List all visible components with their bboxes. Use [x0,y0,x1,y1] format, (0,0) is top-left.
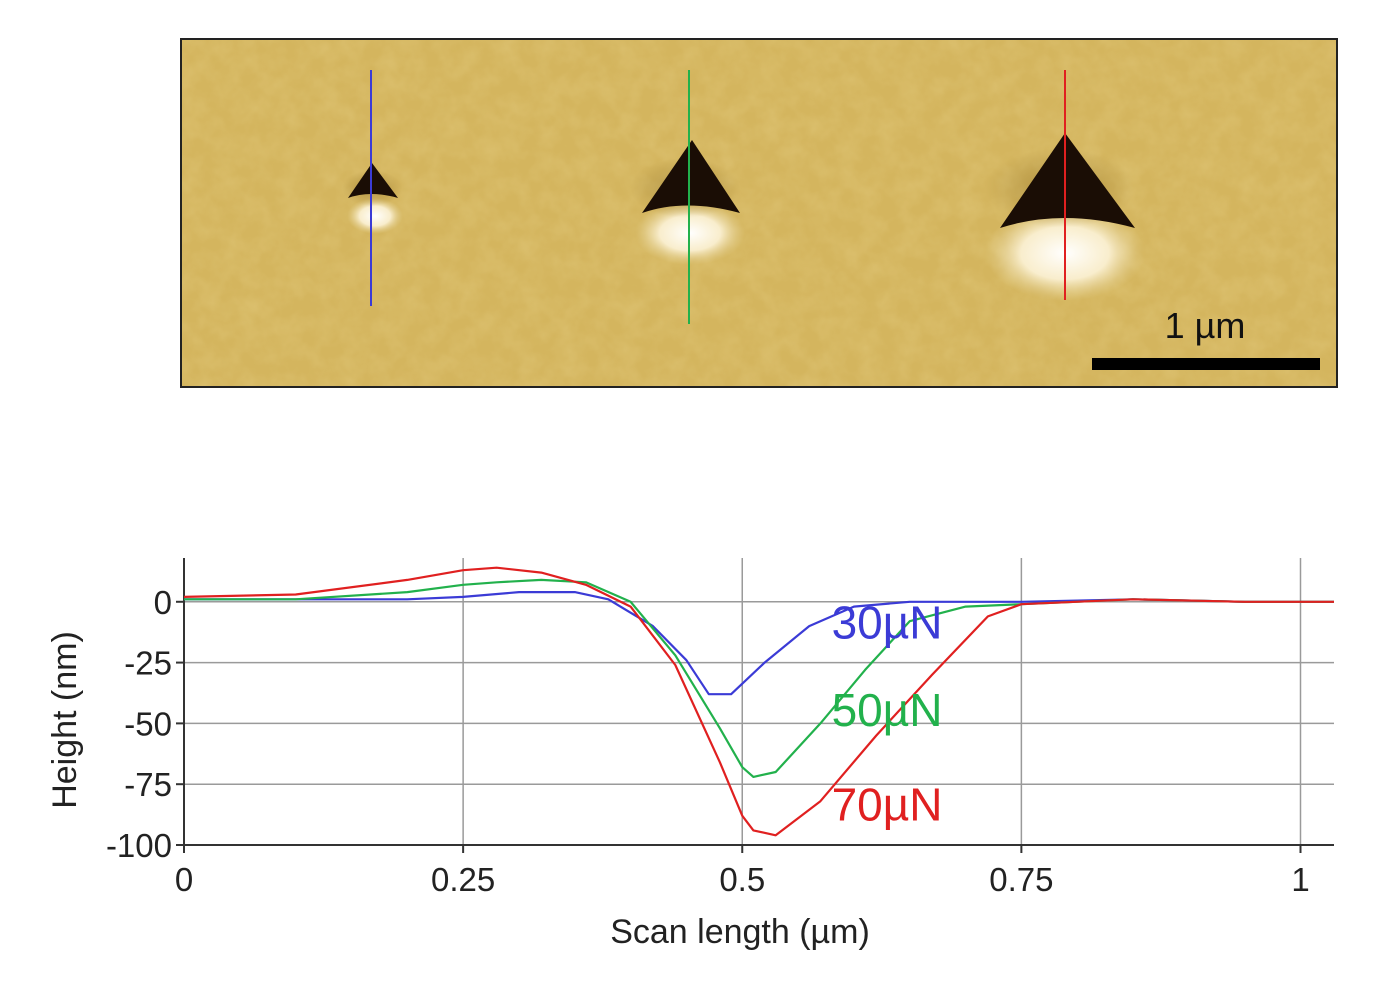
y-tick-label: -100 [106,827,172,864]
x-axis-title: Scan length (µm) [610,913,870,951]
series-labels: 30µN 50µN 70µN [832,596,943,830]
y-tick-label: -25 [124,645,172,682]
indent-50un [630,70,745,324]
y-tick-label: -50 [124,705,172,742]
series-annotation: 30µN [832,596,943,648]
afm-frame [180,38,1338,388]
series-line-50n [184,578,1334,778]
x-tick-label: 0.5 [719,861,765,898]
x-tick-label: 0 [175,861,193,898]
series-line-70n [183,566,1334,837]
scale-bar [1092,358,1320,370]
y-tick-label: 0 [154,584,172,621]
scale-bar-label: 1 µm [1165,305,1246,346]
afm-micrograph: 1 µm [180,38,1338,388]
series-line-30n [184,590,1334,696]
x-tick-label: 0.75 [989,861,1053,898]
indent-70un [985,70,1145,301]
grid [183,558,1334,846]
x-tick-label: 1 [1291,861,1309,898]
x-tick-label: 0.25 [431,861,495,898]
y-tick-label: -75 [124,766,172,803]
y-axis-title: Height (nm) [46,631,84,809]
series-lines [183,566,1334,837]
indent-30un [342,70,403,306]
series-annotation: 70µN [832,779,943,831]
series-annotation: 50µN [832,684,943,736]
